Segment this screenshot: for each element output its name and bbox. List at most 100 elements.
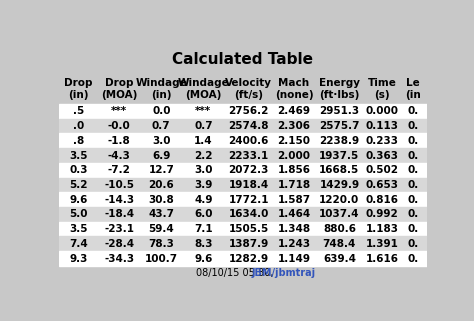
Text: 0.233: 0.233 — [365, 136, 399, 146]
Text: 0.: 0. — [408, 180, 419, 190]
Text: 0.: 0. — [408, 254, 419, 264]
Text: ***: *** — [111, 106, 128, 117]
Text: 1.718: 1.718 — [277, 180, 310, 190]
Text: 1.4: 1.4 — [194, 136, 213, 146]
Text: -14.3: -14.3 — [104, 195, 134, 205]
Text: 1.183: 1.183 — [365, 224, 399, 234]
Text: 1918.4: 1918.4 — [228, 180, 269, 190]
Text: -7.2: -7.2 — [108, 165, 131, 175]
Bar — [59, 104, 427, 119]
Text: 1.464: 1.464 — [277, 209, 310, 220]
Text: 1220.0: 1220.0 — [319, 195, 360, 205]
Text: 1.348: 1.348 — [277, 224, 310, 234]
Text: 1668.5: 1668.5 — [319, 165, 360, 175]
Text: -34.3: -34.3 — [104, 254, 134, 264]
Text: 2072.3: 2072.3 — [228, 165, 269, 175]
Text: 1387.9: 1387.9 — [228, 239, 269, 249]
Bar — [59, 74, 427, 104]
Text: 3.5: 3.5 — [70, 224, 88, 234]
Text: 2.2: 2.2 — [194, 151, 212, 160]
Text: .0: .0 — [73, 121, 84, 131]
Text: Le: Le — [406, 78, 420, 88]
Bar — [59, 134, 427, 148]
Text: 9.3: 9.3 — [70, 254, 88, 264]
Bar — [59, 119, 427, 134]
Text: 0.: 0. — [408, 165, 419, 175]
Text: -10.5: -10.5 — [104, 180, 134, 190]
Text: 2400.6: 2400.6 — [228, 136, 269, 146]
Text: 9.6: 9.6 — [70, 195, 88, 205]
Text: 0.7: 0.7 — [152, 121, 171, 131]
Text: Calculated Table: Calculated Table — [173, 52, 313, 67]
Text: Velocity: Velocity — [225, 78, 272, 88]
Bar — [59, 192, 427, 207]
Text: 0.992: 0.992 — [365, 209, 398, 220]
Text: 0.: 0. — [408, 195, 419, 205]
Bar — [59, 251, 427, 266]
Text: 1505.5: 1505.5 — [228, 224, 269, 234]
Text: 1282.9: 1282.9 — [228, 254, 269, 264]
Text: 1.616: 1.616 — [365, 254, 399, 264]
Text: 0.502: 0.502 — [365, 165, 399, 175]
Text: 1634.0: 1634.0 — [228, 209, 269, 220]
Bar — [59, 148, 427, 163]
Text: 0.: 0. — [408, 121, 419, 131]
Text: 1.587: 1.587 — [277, 195, 310, 205]
Text: -18.4: -18.4 — [104, 209, 134, 220]
Text: 0.: 0. — [408, 106, 419, 117]
Text: (s): (s) — [374, 91, 390, 100]
Text: 100.7: 100.7 — [145, 254, 178, 264]
Text: 0.: 0. — [408, 209, 419, 220]
Text: 639.4: 639.4 — [323, 254, 356, 264]
Text: -1.8: -1.8 — [108, 136, 131, 146]
Text: Time: Time — [367, 78, 396, 88]
Bar — [59, 237, 427, 251]
Bar — [59, 207, 427, 222]
Bar — [59, 163, 427, 178]
Text: (ft/s): (ft/s) — [234, 91, 263, 100]
Text: Drop: Drop — [64, 78, 93, 88]
Text: 2951.3: 2951.3 — [319, 106, 359, 117]
Text: 0.7: 0.7 — [194, 121, 213, 131]
Text: 78.3: 78.3 — [148, 239, 174, 249]
Text: 5.0: 5.0 — [70, 209, 88, 220]
Text: (none): (none) — [275, 91, 313, 100]
Text: .8: .8 — [73, 136, 84, 146]
Text: 0.: 0. — [408, 151, 419, 160]
Text: 3.5: 3.5 — [70, 151, 88, 160]
Text: Drop: Drop — [105, 78, 134, 88]
Text: (in: (in — [405, 91, 421, 100]
Bar — [59, 178, 427, 192]
Text: 2756.2: 2756.2 — [228, 106, 269, 117]
Text: 2575.7: 2575.7 — [319, 121, 360, 131]
Text: 59.4: 59.4 — [148, 224, 174, 234]
Text: 2.150: 2.150 — [278, 136, 310, 146]
Text: 5.2: 5.2 — [70, 180, 88, 190]
Text: -23.1: -23.1 — [104, 224, 134, 234]
Text: 1937.5: 1937.5 — [319, 151, 360, 160]
Text: 43.7: 43.7 — [148, 209, 174, 220]
Text: (MOA): (MOA) — [101, 91, 137, 100]
Text: 1.149: 1.149 — [278, 254, 310, 264]
Text: (ft·lbs): (ft·lbs) — [319, 91, 360, 100]
Text: -28.4: -28.4 — [104, 239, 134, 249]
Text: 0.3: 0.3 — [70, 165, 88, 175]
Text: -0.0: -0.0 — [108, 121, 131, 131]
Text: 8.3: 8.3 — [194, 239, 212, 249]
Text: Windage: Windage — [136, 78, 187, 88]
Text: (in): (in) — [151, 91, 172, 100]
Text: 2574.8: 2574.8 — [228, 121, 269, 131]
Text: .5: .5 — [73, 106, 84, 117]
Text: 1.243: 1.243 — [277, 239, 310, 249]
Text: 2.000: 2.000 — [278, 151, 310, 160]
Text: 0.816: 0.816 — [365, 195, 399, 205]
Text: 1.856: 1.856 — [278, 165, 310, 175]
Text: -4.3: -4.3 — [108, 151, 131, 160]
Bar — [59, 222, 427, 237]
Text: Energy: Energy — [319, 78, 360, 88]
Text: (in): (in) — [68, 91, 89, 100]
Text: ***: *** — [195, 106, 211, 117]
Text: 12.7: 12.7 — [148, 165, 174, 175]
Text: JBM/jbmtraj: JBM/jbmtraj — [252, 268, 316, 278]
Text: 880.6: 880.6 — [323, 224, 356, 234]
